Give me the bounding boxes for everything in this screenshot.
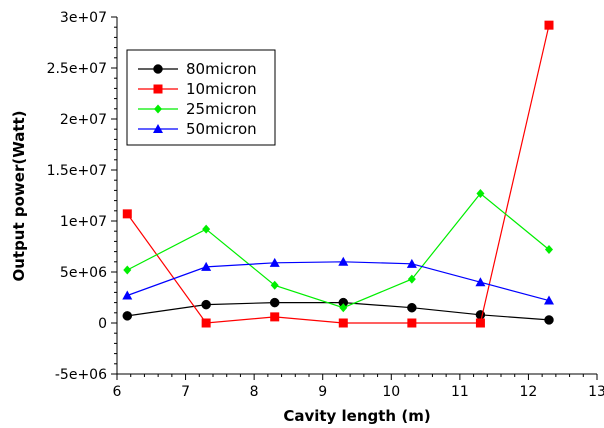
- data-point-80micron: [269, 297, 280, 308]
- data-point-25micron: [270, 280, 279, 290]
- series-50micron: [122, 256, 554, 305]
- data-point-25micron: [339, 303, 348, 313]
- y-tick-label: 1.5e+07: [47, 163, 107, 179]
- x-tick-label: 8: [250, 384, 259, 400]
- data-point-80micron: [201, 299, 211, 310]
- data-point-50micron: [544, 295, 554, 305]
- y-tick-label: 3e+07: [60, 10, 107, 26]
- plot-area: [116, 17, 597, 375]
- y-tick-label: 0: [98, 316, 107, 332]
- x-axis-ticks: 6 7 8 9 10 11 12 13: [113, 374, 604, 400]
- x-tick-label: 11: [451, 384, 469, 400]
- data-point-25micron: [202, 224, 211, 234]
- legend-marker-25micron: [154, 104, 162, 114]
- data-point-80micron: [122, 311, 133, 321]
- y-tick-label: 5e+06: [60, 265, 107, 281]
- series-layer: [122, 20, 554, 328]
- legend: 80micron 10micron 25micron 50micron: [126, 49, 276, 146]
- x-tick-label: 6: [113, 384, 122, 400]
- data-point-10micron: [201, 318, 211, 328]
- data-point-10micron: [122, 209, 132, 219]
- series-line-80micron: [127, 302, 550, 321]
- legend-marker-10micron: [153, 84, 163, 94]
- data-point-25micron: [545, 245, 553, 255]
- data-point-50micron: [406, 258, 417, 268]
- data-point-25micron: [407, 274, 416, 284]
- data-point-80micron: [544, 315, 554, 325]
- legend-marker-50micron: [153, 124, 163, 133]
- x-axis-title: Cavity length (m): [283, 407, 430, 425]
- series-25micron: [123, 188, 553, 313]
- data-point-50micron: [338, 256, 349, 266]
- data-point-50micron: [122, 290, 133, 300]
- data-point-25micron: [476, 188, 485, 198]
- y-tick-label: 1e+07: [60, 214, 107, 230]
- data-point-80micron: [407, 302, 417, 313]
- legend-marker-80micron: [153, 64, 163, 74]
- x-tick-label: 7: [181, 384, 190, 400]
- y-tick-label: 2.5e+07: [47, 61, 107, 77]
- y-axis-title: Output power(Watt): [10, 110, 28, 281]
- data-point-25micron: [123, 265, 132, 275]
- data-point-10micron: [544, 20, 554, 30]
- legend-label-10micron: 10micron: [186, 80, 257, 98]
- legend-label-25micron: 25micron: [186, 100, 257, 118]
- series-10micron: [122, 20, 554, 328]
- series-line-50micron: [127, 261, 550, 302]
- data-point-10micron: [338, 318, 348, 328]
- series-80micron: [122, 297, 554, 325]
- x-tick-label: 12: [520, 384, 538, 400]
- x-tick-label: 10: [382, 384, 400, 400]
- y-tick-label: -5e+06: [55, 367, 107, 383]
- data-point-10micron: [270, 312, 280, 322]
- legend-label-50micron: 50micron: [186, 120, 257, 138]
- data-point-50micron: [475, 277, 486, 287]
- x-tick-label: 13: [588, 384, 604, 400]
- legend-label-80micron: 80micron: [186, 60, 257, 78]
- y-axis-ticks: -5e+06 0 5e+06 1e+07 1.5e+07 2e+07 2.5e+07 3e+0…: [47, 10, 117, 383]
- data-point-10micron: [407, 318, 417, 328]
- data-point-50micron: [201, 261, 212, 271]
- data-point-10micron: [475, 318, 485, 328]
- data-point-50micron: [269, 257, 280, 267]
- series-line-25micron: [127, 192, 550, 309]
- x-tick-label: 9: [318, 384, 327, 400]
- y-tick-label: 2e+07: [60, 112, 107, 128]
